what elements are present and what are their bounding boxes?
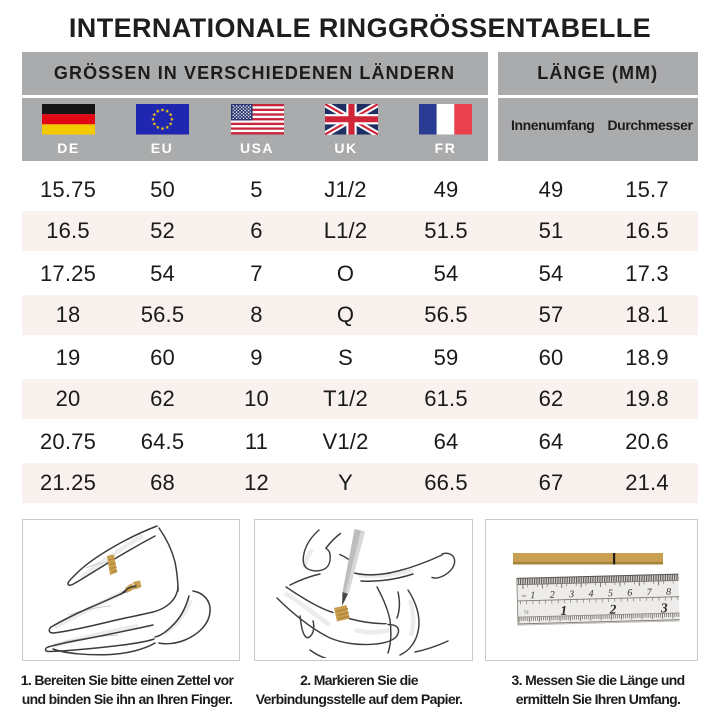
- svg-text:4: 4: [588, 589, 593, 600]
- svg-text:3: 3: [568, 589, 574, 600]
- svg-text:1: 1: [530, 590, 535, 601]
- svg-text:½: ½: [524, 609, 529, 616]
- svg-text:2: 2: [550, 590, 555, 601]
- svg-text:1: 1: [560, 603, 567, 618]
- svg-text:8: 8: [666, 587, 671, 598]
- svg-text:7: 7: [647, 587, 653, 598]
- svg-text:5: 5: [608, 588, 613, 599]
- svg-text:3: 3: [660, 600, 668, 615]
- svg-text:2: 2: [608, 602, 616, 617]
- svg-text:6: 6: [627, 588, 632, 599]
